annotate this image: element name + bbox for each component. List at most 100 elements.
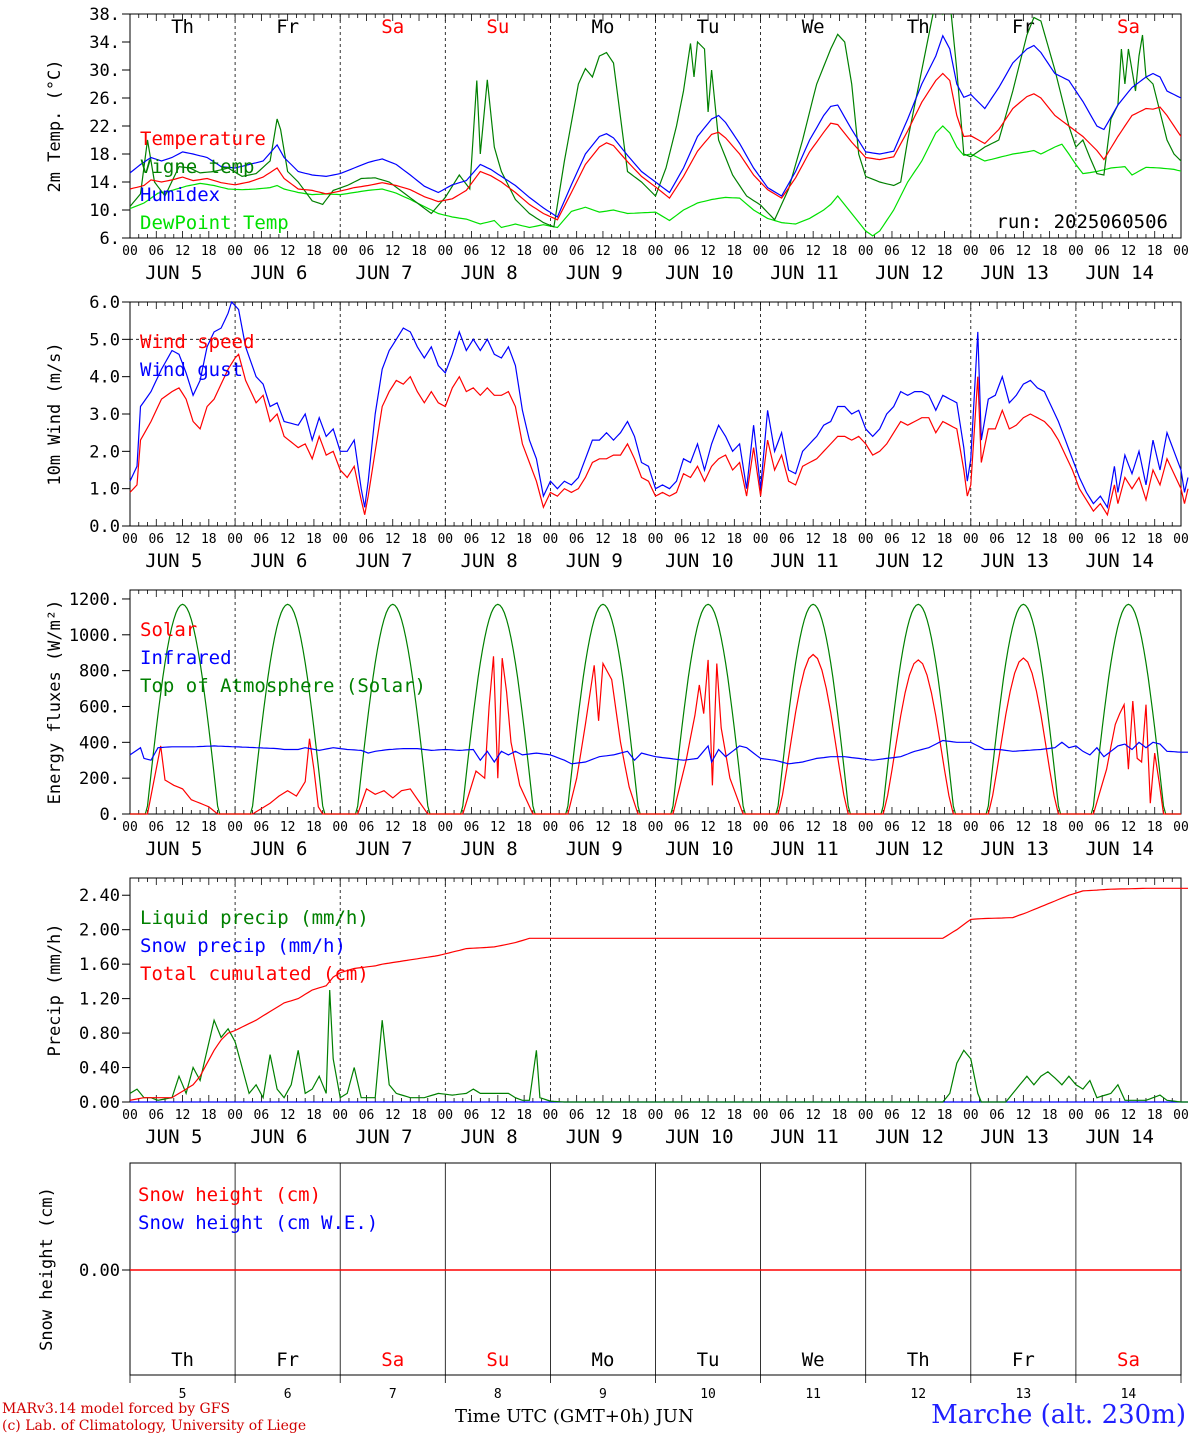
hour-label: 00 <box>753 244 769 259</box>
hour-label: 06 <box>569 244 585 259</box>
hour-label: 06 <box>464 820 480 835</box>
legend-top-of-atmosphere-solar-: Top of Atmosphere (Solar) <box>140 675 426 697</box>
date-label: JUN 8 <box>460 550 517 572</box>
hour-label: 00 <box>963 244 979 259</box>
hour-label: 00 <box>753 820 769 835</box>
weekday-label: Su <box>486 16 509 38</box>
hour-label: 00 <box>543 1108 559 1123</box>
hour-label: 00 <box>1068 820 1084 835</box>
hour-label: 18 <box>937 532 953 547</box>
weekday-label: Tu <box>697 1349 720 1371</box>
y-tick-label: 0.00 <box>79 1261 120 1281</box>
y-tick-label: 26. <box>89 89 120 109</box>
date-label: JUN 5 <box>145 838 202 860</box>
hour-label: 18 <box>1042 820 1058 835</box>
day-number-label: 11 <box>805 1387 821 1402</box>
hour-label: 18 <box>516 1108 532 1123</box>
hour-label: 06 <box>254 532 270 547</box>
weekday-label: Mo <box>592 16 615 38</box>
hour-label: 18 <box>832 244 848 259</box>
date-label: JUN 9 <box>566 550 623 572</box>
hour-label: 12 <box>175 820 191 835</box>
station-name: Marche (alt. 230m) <box>931 1400 1186 1430</box>
hour-label: 06 <box>989 820 1005 835</box>
legend-humidex: Humidex <box>140 184 220 206</box>
hour-label: 12 <box>490 244 506 259</box>
y-tick-label: 800. <box>79 662 120 682</box>
model-credit-line1: MARv3.14 model forced by GFS <box>2 1401 231 1417</box>
date-label: JUN 6 <box>250 838 307 860</box>
hour-label: 18 <box>832 820 848 835</box>
hour-label: 12 <box>175 1108 191 1123</box>
hour-label: 18 <box>1042 532 1058 547</box>
model-credit: MARv3.14 model forced by GFS (c) Lab. of… <box>2 1401 306 1435</box>
hour-label: 00 <box>963 820 979 835</box>
model-credit-line2: (c) Lab. of Climatology, University of L… <box>2 1418 307 1434</box>
snow-panel-y-label: Snow height (cm) <box>37 1187 57 1351</box>
hour-label: 12 <box>595 244 611 259</box>
weekday-label: Th <box>171 16 194 38</box>
hour-label: 18 <box>832 1108 848 1123</box>
hour-label: 12 <box>805 820 821 835</box>
y-tick-label: 30. <box>89 61 120 81</box>
hour-label: 18 <box>201 1108 217 1123</box>
y-tick-label: 1.0 <box>89 480 120 500</box>
weekday-label: Sa <box>381 1349 404 1371</box>
hour-label: 18 <box>306 820 322 835</box>
date-label: JUN 7 <box>355 262 412 284</box>
hour-label: 12 <box>175 244 191 259</box>
date-label: JUN 14 <box>1085 838 1154 860</box>
hour-label: 00 <box>122 1108 138 1123</box>
date-label: JUN 6 <box>250 1126 307 1148</box>
hour-label: 12 <box>1016 532 1032 547</box>
weekday-label: Th <box>171 1349 194 1371</box>
legend-solar: Solar <box>140 619 197 641</box>
hour-label: 12 <box>805 244 821 259</box>
hour-label: 06 <box>254 244 270 259</box>
hour-label: 18 <box>726 244 742 259</box>
date-label: JUN 5 <box>145 1126 202 1148</box>
hour-label: 00 <box>1173 532 1189 547</box>
hour-label: 00 <box>858 1108 874 1123</box>
hour-label: 18 <box>621 820 637 835</box>
hour-label: 18 <box>306 244 322 259</box>
hour-label: 12 <box>385 1108 401 1123</box>
legend-snow-precip-mm-h-: Snow precip (mm/h) <box>140 935 346 957</box>
series-liquid-precip-mm-h- <box>129 989 1188 1103</box>
hour-label: 00 <box>227 532 243 547</box>
hour-label: 12 <box>910 820 926 835</box>
hour-label: 18 <box>621 532 637 547</box>
hour-label: 18 <box>937 820 953 835</box>
hour-label: 06 <box>359 532 375 547</box>
x-axis-title: Time UTC (GMT+0h) JUN <box>455 1406 694 1427</box>
y-tick-label: 6. <box>100 229 120 249</box>
hour-label: 18 <box>306 1108 322 1123</box>
y-tick-label: 0.0 <box>89 517 120 537</box>
legend-total-cumulated-cm-: Total cumulated (cm) <box>140 963 369 985</box>
hour-label: 12 <box>595 1108 611 1123</box>
hour-label: 00 <box>227 820 243 835</box>
hour-label: 18 <box>516 532 532 547</box>
hour-label: 00 <box>332 532 348 547</box>
y-tick-label: 600. <box>79 697 120 717</box>
y-tick-label: 0.00 <box>79 1093 120 1113</box>
hour-label: 12 <box>700 532 716 547</box>
y-tick-label: 6.0 <box>89 293 120 313</box>
weekday-label: Sa <box>1117 16 1140 38</box>
hour-label: 18 <box>411 244 427 259</box>
date-label: JUN 10 <box>665 262 734 284</box>
hour-label: 00 <box>963 1108 979 1123</box>
hour-label: 12 <box>805 1108 821 1123</box>
weekday-label: Fr <box>276 16 299 38</box>
energy-panel-y-label: Energy fluxes (W/m²) <box>45 600 65 805</box>
hour-label: 00 <box>437 1108 453 1123</box>
hour-label: 00 <box>1173 244 1189 259</box>
date-label: JUN 6 <box>250 262 307 284</box>
hour-label: 00 <box>437 532 453 547</box>
wind-panel-frame <box>129 301 1182 527</box>
y-tick-label: 5.0 <box>89 330 120 350</box>
date-label: JUN 9 <box>566 262 623 284</box>
legend-snow-height-cm-w-e-: Snow height (cm W.E.) <box>138 1212 378 1234</box>
y-tick-label: 1200. <box>69 590 120 610</box>
hour-label: 12 <box>1121 1108 1137 1123</box>
